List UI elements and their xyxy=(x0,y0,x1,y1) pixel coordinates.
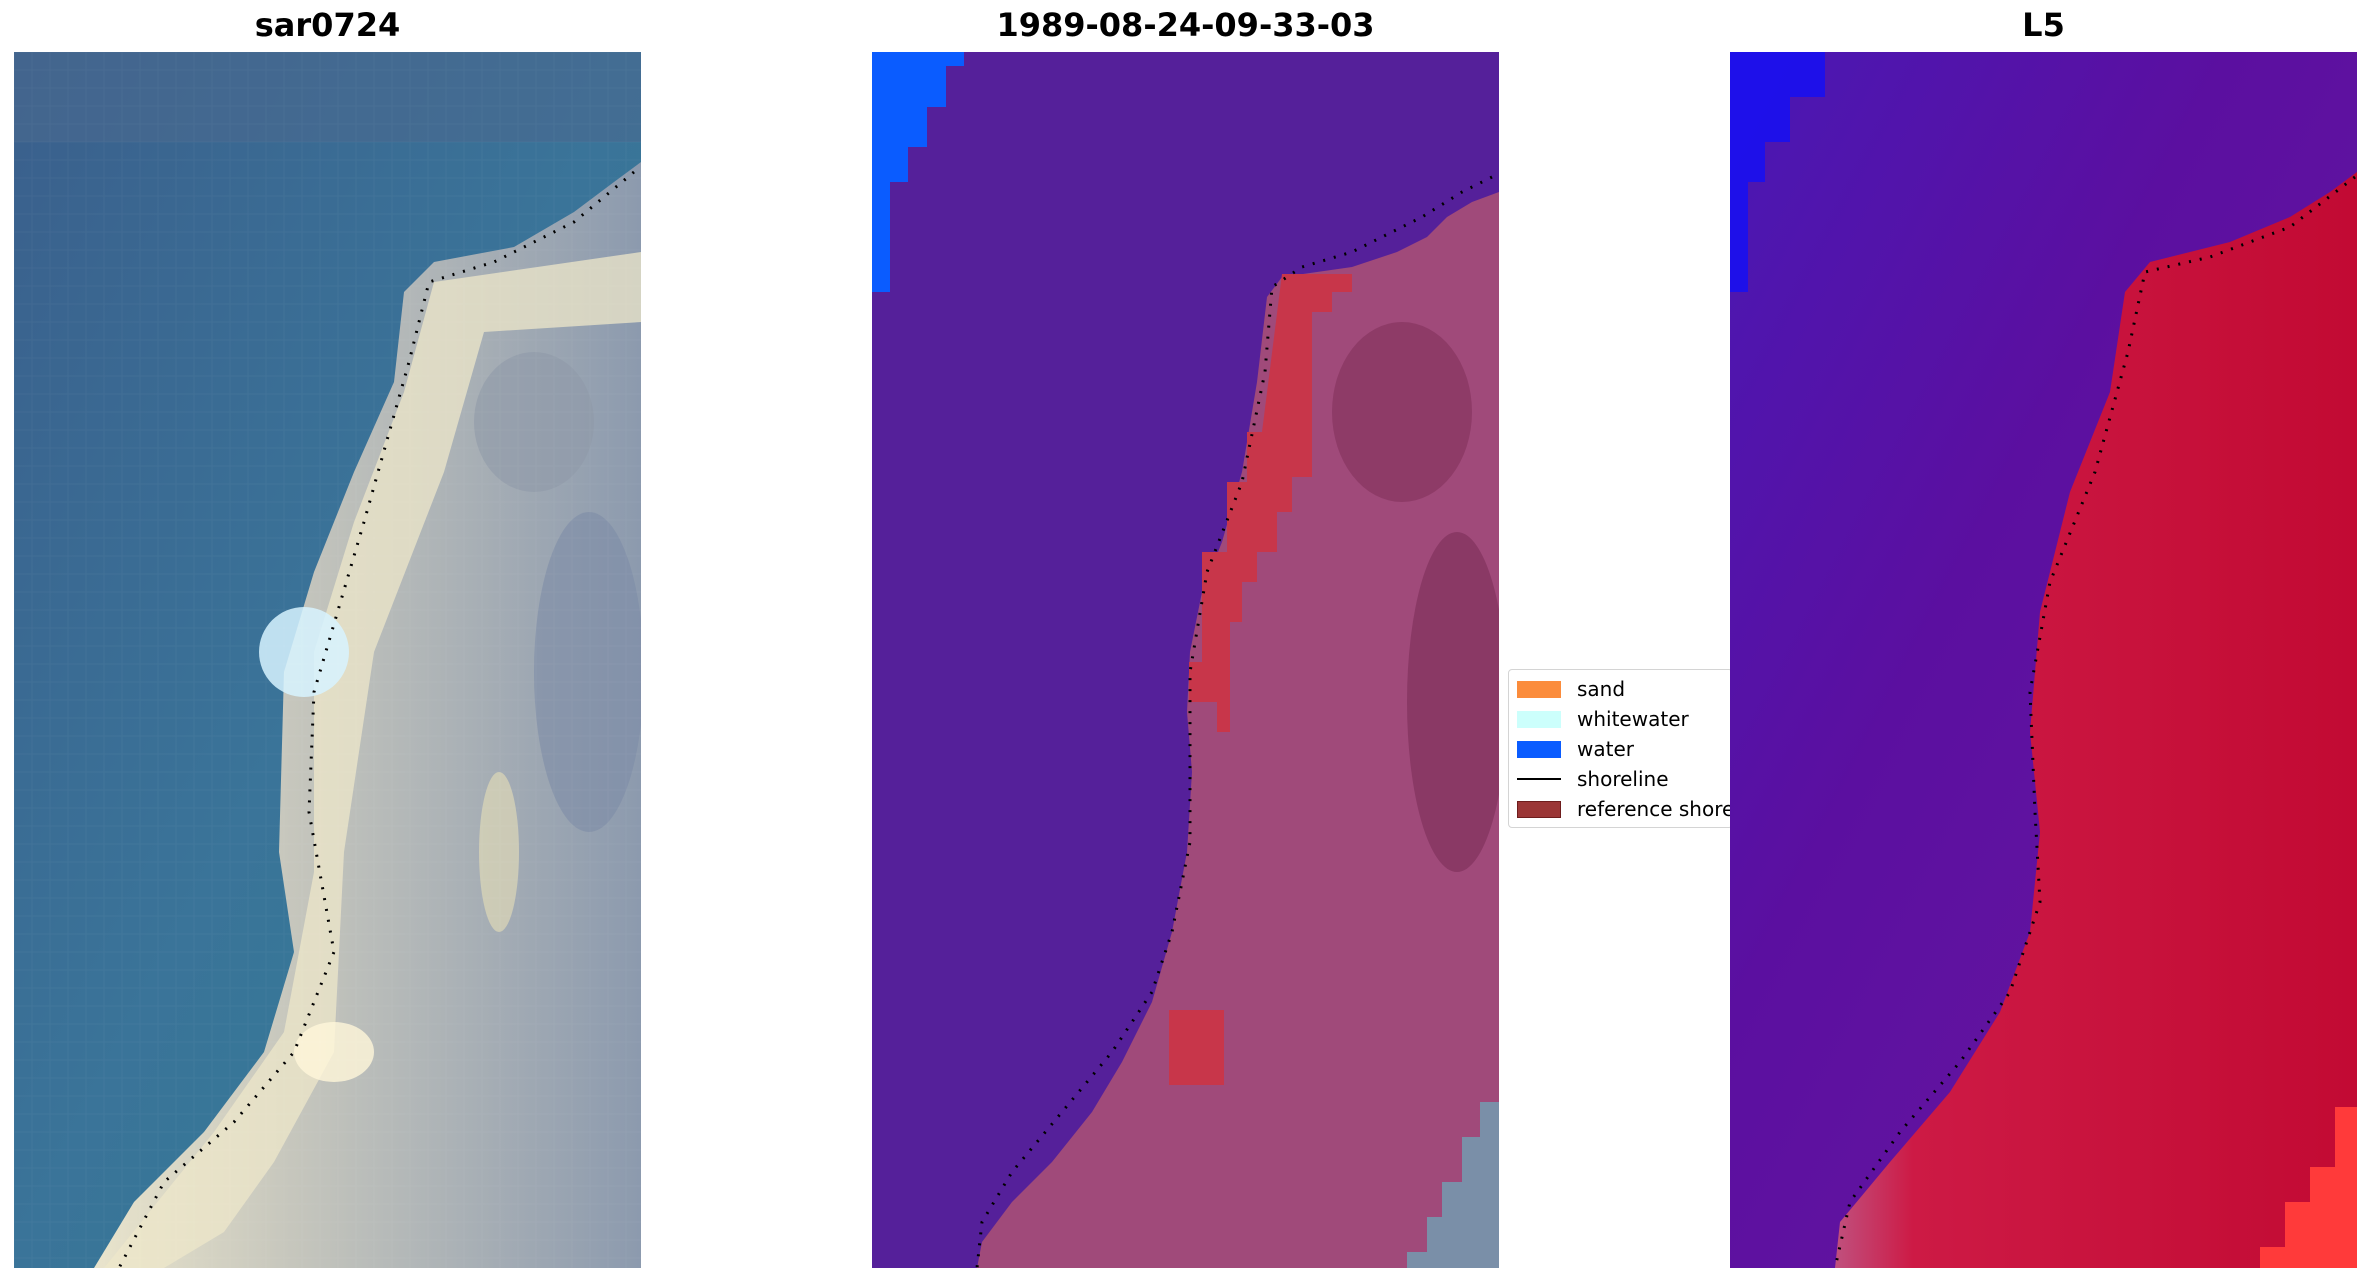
legend-swatch-water xyxy=(1517,740,1561,758)
legend-swatch-whitewater xyxy=(1517,710,1561,728)
legend-item-reference-shoreline: reference shoreline xyxy=(1517,796,1732,822)
sand-overlay xyxy=(1189,274,1352,732)
legend-item-whitewater: whitewater xyxy=(1517,706,1689,732)
rgb-image xyxy=(14,52,641,1268)
l5-land-area xyxy=(1835,172,2357,1268)
shoreline xyxy=(1833,175,2356,1268)
classification-panel-title: 1989-08-24-09-33-03 xyxy=(996,6,1375,44)
l5-panel xyxy=(1730,52,2357,1268)
rgb-panel-title: sar0724 xyxy=(254,6,401,44)
sand-overlay-small xyxy=(1169,1010,1224,1085)
legend-item-sand: sand xyxy=(1517,676,1625,702)
rgb-image-panel xyxy=(14,52,641,1268)
l5-image xyxy=(1730,52,2357,1268)
legend-label: reference shoreline xyxy=(1577,797,1732,821)
legend-label: sand xyxy=(1577,677,1626,701)
legend-line-shoreline xyxy=(1517,778,1561,780)
l5-panel-title: L5 xyxy=(2022,6,2065,44)
l5-blue-area xyxy=(1730,52,1825,292)
legend-item-water: water xyxy=(1517,736,1634,762)
legend-label: shoreline xyxy=(1577,767,1669,791)
water-class-blue xyxy=(872,52,964,292)
classification-panel xyxy=(872,52,1499,1268)
legend: sand whitewater water shoreline referenc… xyxy=(1508,669,1733,828)
shoreline xyxy=(117,170,635,1268)
legend-label: water xyxy=(1577,737,1634,761)
classification-image xyxy=(872,52,1499,1268)
legend-swatch-sand xyxy=(1517,680,1561,698)
legend-swatch-reference-shoreline xyxy=(1517,800,1561,818)
legend-label: whitewater xyxy=(1577,707,1689,731)
legend-item-shoreline: shoreline xyxy=(1517,766,1669,792)
